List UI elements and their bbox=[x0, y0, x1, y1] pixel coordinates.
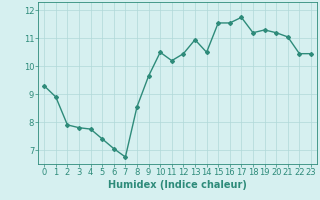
X-axis label: Humidex (Indice chaleur): Humidex (Indice chaleur) bbox=[108, 180, 247, 190]
